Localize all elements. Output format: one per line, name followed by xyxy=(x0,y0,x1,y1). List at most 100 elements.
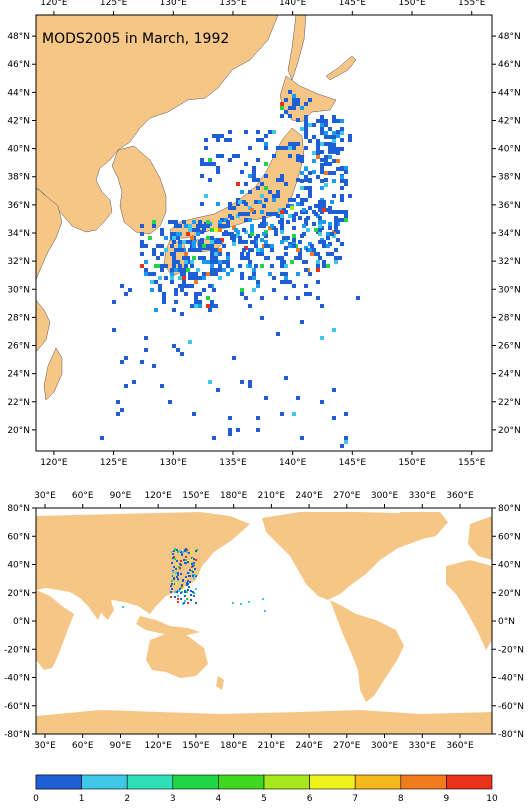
data-cell xyxy=(152,224,156,228)
data-cell xyxy=(300,159,304,163)
data-cell xyxy=(254,200,258,204)
data-cell xyxy=(192,248,196,252)
data-cell xyxy=(208,380,212,384)
data-cell xyxy=(256,284,260,288)
data-cell xyxy=(214,260,218,264)
data-cell xyxy=(191,563,193,565)
data-cell xyxy=(286,204,290,208)
data-cell xyxy=(280,412,284,416)
data-cell xyxy=(154,280,158,284)
data-cell xyxy=(191,549,193,551)
data-cell xyxy=(340,127,344,131)
lat-tick-label: 34°N xyxy=(498,229,521,239)
data-cell xyxy=(304,146,308,150)
data-cell xyxy=(218,240,222,244)
data-cell xyxy=(252,170,256,174)
lat-tick-label: 36°N xyxy=(7,201,30,211)
data-cell xyxy=(216,154,220,158)
lon-tick-label: 60°E xyxy=(72,741,94,751)
data-cell xyxy=(173,566,175,568)
data-cell xyxy=(340,147,344,151)
data-cell xyxy=(238,200,242,204)
data-cell xyxy=(174,558,176,560)
data-cell xyxy=(244,240,248,244)
data-cell xyxy=(192,228,196,232)
data-cell xyxy=(252,178,256,182)
lat-tick-label: 38°N xyxy=(498,173,521,183)
data-cell xyxy=(256,138,260,142)
data-cell xyxy=(202,288,206,292)
data-cell xyxy=(330,232,334,236)
data-cell xyxy=(308,190,312,194)
data-cell xyxy=(174,591,176,593)
data-cell xyxy=(210,256,214,260)
data-cell xyxy=(304,127,308,131)
data-cell xyxy=(274,228,278,232)
data-cell xyxy=(226,232,230,236)
data-cell xyxy=(310,244,314,248)
data-cell xyxy=(180,288,184,292)
data-cell xyxy=(248,380,252,384)
top-map-title: MODS2005 in March, 1992 xyxy=(42,31,229,47)
data-cell xyxy=(252,166,256,170)
data-cell xyxy=(164,248,168,252)
data-cell xyxy=(324,135,328,139)
data-cell xyxy=(171,583,173,585)
data-cell xyxy=(180,352,184,356)
data-cell xyxy=(190,594,192,596)
data-cell xyxy=(322,240,326,244)
data-cell xyxy=(206,272,210,276)
data-cell xyxy=(332,194,336,198)
data-cell xyxy=(296,142,300,146)
data-cell xyxy=(172,553,174,555)
data-cell xyxy=(189,581,191,583)
data-cell xyxy=(183,559,185,561)
data-cell xyxy=(208,284,212,288)
data-cell xyxy=(284,182,288,186)
data-cell xyxy=(232,154,236,158)
data-cell xyxy=(174,548,176,550)
data-cell xyxy=(228,416,232,420)
data-cell xyxy=(179,588,181,590)
data-cell xyxy=(326,252,330,256)
data-cell xyxy=(144,260,148,264)
data-cell xyxy=(190,264,194,268)
data-cell xyxy=(272,154,276,158)
data-cell xyxy=(181,554,183,556)
data-cell xyxy=(340,218,344,222)
data-cell xyxy=(340,119,344,123)
lat-tick-label: 32°N xyxy=(498,257,521,267)
data-cell xyxy=(222,268,226,272)
data-cell xyxy=(300,320,304,324)
data-cell xyxy=(222,244,226,248)
data-cell xyxy=(308,292,312,296)
data-cell xyxy=(216,388,220,392)
lon-tick-label: 180°E xyxy=(220,741,248,751)
data-cell xyxy=(336,151,340,155)
data-cell xyxy=(185,556,187,558)
data-cell xyxy=(144,348,148,352)
data-cell xyxy=(179,563,181,565)
data-cell xyxy=(340,198,344,202)
data-cell xyxy=(222,260,226,264)
data-cell xyxy=(238,212,242,216)
data-cell xyxy=(240,256,244,260)
data-cell xyxy=(218,264,222,268)
data-cell xyxy=(182,587,184,589)
data-cell xyxy=(292,142,296,146)
data-cell xyxy=(334,220,338,224)
data-cell xyxy=(332,210,336,214)
data-cell xyxy=(226,256,230,260)
data-cell xyxy=(264,198,268,202)
data-cell xyxy=(344,412,348,416)
data-cell xyxy=(276,146,280,150)
data-cell xyxy=(198,256,202,260)
data-cell xyxy=(212,162,216,166)
data-cell xyxy=(228,206,232,210)
data-cell xyxy=(262,220,266,224)
lon-tick-label: 140°E xyxy=(279,0,307,8)
data-cell xyxy=(214,248,218,252)
data-cell xyxy=(214,272,218,276)
data-cell xyxy=(218,276,222,280)
data-cell xyxy=(340,175,344,179)
